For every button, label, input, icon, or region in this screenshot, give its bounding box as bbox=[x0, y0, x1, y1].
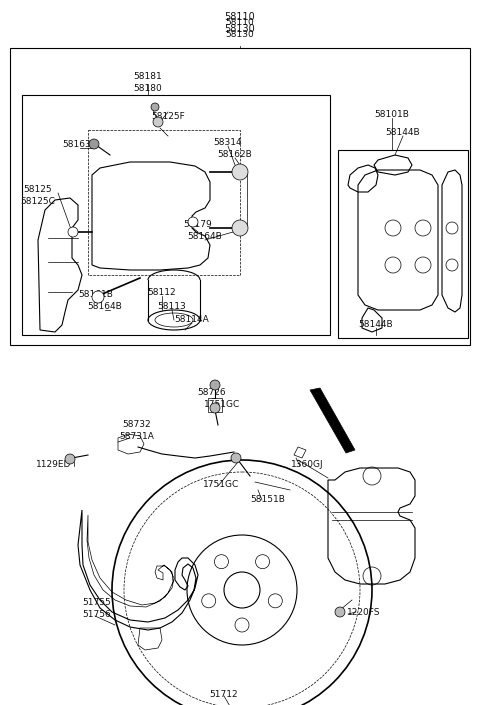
Text: 58151B: 58151B bbox=[251, 495, 286, 504]
Text: 58179: 58179 bbox=[184, 220, 212, 229]
Text: 58164B: 58164B bbox=[188, 232, 222, 241]
Text: 1129ED: 1129ED bbox=[36, 460, 72, 469]
Circle shape bbox=[92, 291, 104, 303]
Text: 1751GC: 1751GC bbox=[203, 480, 239, 489]
Circle shape bbox=[232, 164, 248, 180]
Circle shape bbox=[151, 103, 159, 111]
Text: 58726: 58726 bbox=[198, 388, 226, 397]
Text: 58101B: 58101B bbox=[374, 110, 409, 119]
Circle shape bbox=[68, 227, 78, 237]
Text: 58164B: 58164B bbox=[88, 302, 122, 311]
Text: 1360GJ: 1360GJ bbox=[291, 460, 324, 469]
Text: 58130: 58130 bbox=[225, 24, 255, 34]
Polygon shape bbox=[310, 388, 355, 453]
Text: 58144B: 58144B bbox=[359, 320, 393, 329]
Text: 58731A: 58731A bbox=[120, 432, 155, 441]
Text: 58125C: 58125C bbox=[21, 197, 55, 206]
Text: 1751GC: 1751GC bbox=[204, 400, 240, 409]
Circle shape bbox=[65, 454, 75, 464]
Circle shape bbox=[231, 453, 241, 463]
Circle shape bbox=[188, 217, 198, 227]
Text: 58732: 58732 bbox=[123, 420, 151, 429]
Text: 58161B: 58161B bbox=[79, 290, 113, 299]
Text: 58163B: 58163B bbox=[62, 140, 97, 149]
Text: 58181: 58181 bbox=[133, 72, 162, 81]
Text: 51755: 51755 bbox=[83, 598, 111, 607]
Text: 58114A: 58114A bbox=[175, 315, 209, 324]
Text: 51756: 51756 bbox=[83, 610, 111, 619]
Text: 58110: 58110 bbox=[226, 18, 254, 27]
Circle shape bbox=[210, 380, 220, 390]
Text: 58314: 58314 bbox=[214, 138, 242, 147]
Text: 58130: 58130 bbox=[226, 30, 254, 39]
Circle shape bbox=[153, 117, 163, 127]
Text: 1220FS: 1220FS bbox=[347, 608, 381, 617]
Circle shape bbox=[89, 139, 99, 149]
Circle shape bbox=[335, 607, 345, 617]
Text: 58125: 58125 bbox=[24, 185, 52, 194]
Text: 58113: 58113 bbox=[157, 302, 186, 311]
Text: 51712: 51712 bbox=[210, 690, 238, 699]
Circle shape bbox=[210, 403, 220, 413]
Text: 58125F: 58125F bbox=[151, 112, 185, 121]
Text: 58110: 58110 bbox=[225, 12, 255, 22]
Text: 58144B: 58144B bbox=[386, 128, 420, 137]
Text: 58180: 58180 bbox=[133, 84, 162, 93]
Text: 58112: 58112 bbox=[148, 288, 176, 297]
Circle shape bbox=[232, 220, 248, 236]
Text: 58162B: 58162B bbox=[217, 150, 252, 159]
